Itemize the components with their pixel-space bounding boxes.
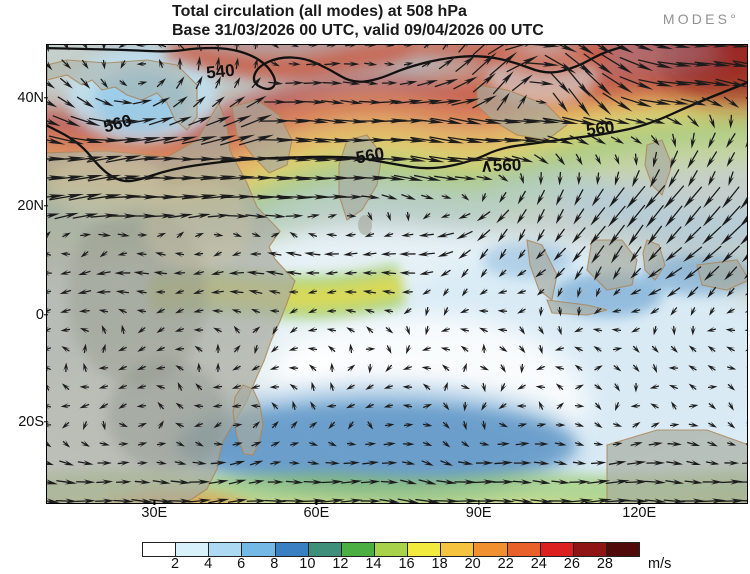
svg-text:∧560: ∧560	[480, 155, 521, 175]
svg-text:540: 540	[205, 61, 235, 83]
svg-text:560: 560	[585, 117, 616, 140]
